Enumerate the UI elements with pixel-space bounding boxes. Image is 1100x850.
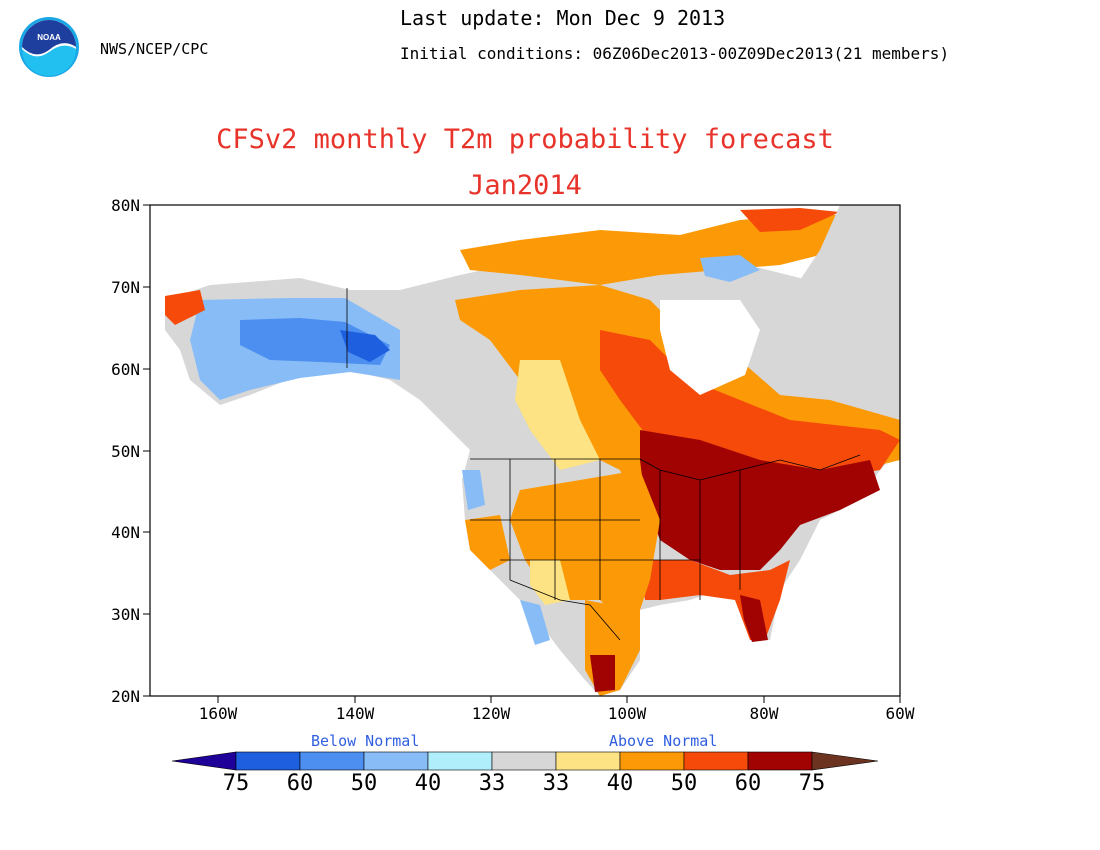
greenland-normal — [800, 205, 900, 320]
west-above-patches — [465, 515, 510, 570]
lon-label-120w: 120W — [471, 704, 511, 723]
florida-strong — [740, 595, 768, 642]
lat-label-70n: 70N — [111, 278, 140, 297]
noaa-logo-icon: NOAA — [19, 17, 79, 77]
lon-label-140w: 140W — [335, 704, 375, 723]
legend-value: 50 — [350, 771, 378, 796]
lat-label-50n: 50N — [111, 442, 140, 461]
pacific-nw-below — [462, 470, 485, 510]
legend-swatch-4 — [427, 751, 493, 771]
southwest-weak-above — [530, 560, 570, 605]
lon-label-80w: 80W — [749, 704, 779, 723]
legend-swatch-3 — [363, 751, 429, 771]
lat-label-80n: 80N — [111, 196, 140, 215]
legend-colorbar — [171, 751, 879, 771]
agency-label: NWS/NCEP/CPC — [100, 40, 209, 58]
map-subtitle: Jan2014 — [468, 170, 582, 201]
svg-text:NOAA: NOAA — [37, 33, 61, 42]
arctic-islands-strong — [740, 208, 840, 232]
legend-swatch-9 — [747, 751, 813, 771]
map-title: CFSv2 monthly T2m probability forecast — [216, 124, 834, 155]
legend-value: 40 — [606, 771, 634, 796]
legend-value: 75 — [798, 771, 826, 796]
baffin-below — [700, 255, 760, 282]
legend-value: 33 — [478, 771, 506, 796]
mexico-strong — [590, 655, 615, 692]
legend-value: 75 — [222, 771, 250, 796]
probability-field — [165, 205, 900, 696]
legend-below-normal-label: Below Normal — [311, 732, 420, 750]
lon-label-60w: 60W — [885, 704, 915, 723]
lat-label-40n: 40N — [111, 523, 140, 542]
legend-swatch-5 — [491, 751, 557, 771]
legend-swatch-7 — [619, 751, 685, 771]
legend-value: 60 — [286, 771, 314, 796]
alaska-west-above — [165, 290, 205, 325]
political-borders — [346, 288, 861, 641]
legend-value: 50 — [670, 771, 698, 796]
legend-value: 40 — [414, 771, 442, 796]
legend-swatch-6 — [555, 751, 621, 771]
alaska-below-normal-strong — [340, 330, 390, 362]
legend-swatch-0 — [171, 751, 237, 771]
legend-swatch-1 — [235, 751, 301, 771]
hudson-bay — [660, 300, 760, 395]
legend-swatch-8 — [683, 751, 749, 771]
legend-value: 60 — [734, 771, 762, 796]
lat-label-30n: 30N — [111, 605, 140, 624]
arctic-islands-above — [460, 215, 900, 285]
legend-swatch-2 — [299, 751, 365, 771]
prairies-weak-above — [515, 360, 600, 470]
legend-above-normal-label: Above Normal — [609, 732, 718, 750]
lat-label-20n: 20N — [111, 687, 140, 706]
us-mexico-border — [509, 579, 621, 641]
baja-below — [520, 600, 550, 645]
lon-label-100w: 100W — [607, 704, 647, 723]
initial-conditions-text: Initial conditions: 06Z06Dec2013-00Z09De… — [400, 44, 950, 63]
axis-ticks — [143, 204, 901, 703]
lat-label-60n: 60N — [111, 360, 140, 379]
lon-label-160w: 160W — [198, 704, 238, 723]
legend-swatch-10 — [811, 751, 879, 771]
last-update-text: Last update: Mon Dec 9 2013 — [400, 6, 726, 30]
legend-value: 33 — [542, 771, 570, 796]
